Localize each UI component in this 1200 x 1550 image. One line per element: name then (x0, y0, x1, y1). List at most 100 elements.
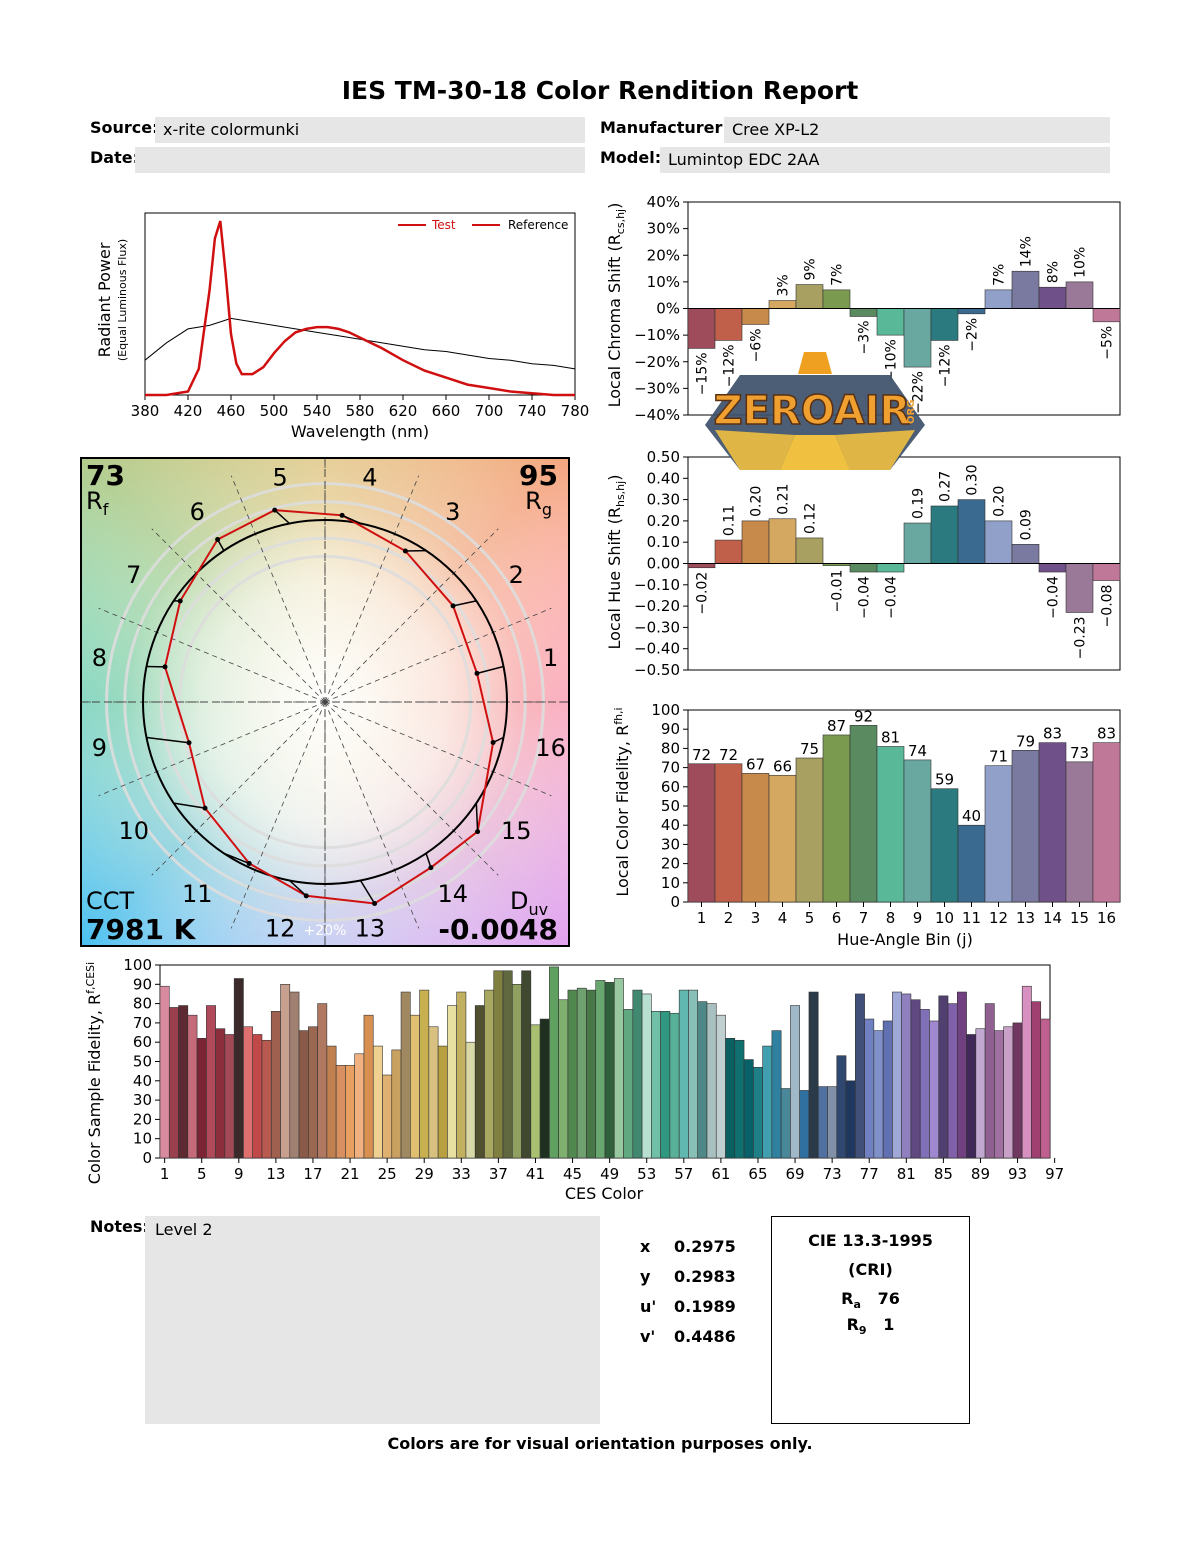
bar (768, 518, 797, 564)
bar (741, 773, 770, 903)
xtick-label: 6 (832, 909, 842, 927)
bar (957, 824, 986, 903)
bar (849, 563, 878, 573)
bar (345, 1065, 355, 1159)
ytick-label: 0.10 (647, 533, 680, 551)
bar-value-label: −6% (749, 328, 765, 362)
ytick-label: −20% (634, 353, 680, 371)
bar (660, 1011, 671, 1159)
bar (714, 763, 743, 903)
bar (1092, 563, 1121, 581)
bar-value-label: 0.09 (1019, 509, 1035, 540)
ytick-label: −0.40 (634, 640, 680, 658)
ytick-label: −10% (634, 326, 680, 344)
shift-arrow (476, 665, 504, 675)
vector-frame (80, 457, 570, 947)
rg-label-main: R (525, 487, 542, 515)
cri-ra: Ra 76 (772, 1289, 969, 1311)
bar-value-label: 9% (803, 258, 819, 280)
bar (901, 993, 912, 1159)
ytick-label: 30 (661, 835, 680, 853)
rg-label: Rg (525, 487, 552, 519)
bar-value-label: 0.21 (776, 484, 792, 515)
xtick-label: 13 (266, 1165, 285, 1183)
bar-value-label: 0.12 (803, 503, 819, 534)
zeroair-watermark-logo: ZEROAIR ORG (705, 352, 925, 470)
shift-arrow-head (372, 900, 378, 906)
bar (975, 1028, 986, 1159)
bar (984, 1003, 995, 1159)
date-field (135, 147, 585, 173)
shift-arrow-head (162, 664, 168, 670)
bar (771, 1030, 782, 1159)
bar (586, 989, 597, 1159)
xtick-label: 61 (711, 1165, 730, 1183)
ytick-label: −0.20 (634, 597, 680, 615)
hue-shift-chart: Local Hue Shift (Rhs,hj) 0.50 0.40 0.30 0.2… (605, 450, 1121, 679)
bar (849, 725, 878, 903)
hue-bin-label: 7 (126, 561, 141, 589)
shift-arrow (452, 600, 477, 607)
logo-org-text: ORG (906, 400, 917, 424)
bar (984, 289, 1013, 309)
shift-arrow (223, 852, 250, 865)
hue-bin-divider (230, 475, 326, 703)
bar (827, 1086, 838, 1159)
ytick-label: 40 (133, 1072, 152, 1090)
bar (1038, 563, 1067, 573)
bar (929, 1020, 940, 1159)
xtick-label: 33 (452, 1165, 471, 1183)
bar-value-label: 0.20 (992, 486, 1008, 517)
bar (938, 995, 949, 1159)
bar (892, 991, 902, 1159)
bar (741, 308, 770, 325)
bar (1092, 308, 1121, 323)
cri-subtitle: (CRI) (848, 1260, 893, 1279)
bar (233, 978, 244, 1159)
coord-v-value: 0.4486 (674, 1327, 736, 1346)
bar (261, 1039, 272, 1159)
bar-value-label: −0.02 (695, 572, 711, 615)
hue-bin-label: 6 (190, 498, 205, 526)
bar (447, 1005, 457, 1159)
duv-label: Duv (510, 887, 548, 919)
xtick-label: 7 (859, 909, 869, 927)
bar (1065, 761, 1094, 903)
bar (714, 308, 743, 341)
rf-value: 73 (86, 459, 125, 492)
bar-value-label: 14% (1019, 236, 1035, 267)
bar (317, 1003, 328, 1159)
hue-bin-divider (98, 701, 326, 797)
hue-bin-label: 8 (92, 644, 107, 672)
shift-arrow-head (202, 805, 208, 811)
bar (984, 765, 1013, 903)
bar (984, 520, 1013, 564)
hue-bin-label: 11 (182, 880, 213, 908)
rf-label-main: R (86, 487, 103, 515)
bar (697, 1001, 708, 1159)
bar (768, 300, 797, 309)
xtick-label: 16 (1097, 909, 1116, 927)
shift-arrow (425, 853, 432, 868)
bar (530, 1024, 541, 1159)
ytick-label: −0.10 (634, 576, 680, 594)
xtick-label: 53 (637, 1165, 656, 1183)
bar (641, 993, 652, 1159)
bar (822, 289, 851, 309)
bar (808, 991, 819, 1159)
xtick-label: 57 (674, 1165, 693, 1183)
shift-arrow (359, 880, 376, 904)
bar (715, 1014, 726, 1159)
bar-value-label: 67 (746, 755, 765, 773)
bar-value-label: −15% (695, 352, 711, 395)
bar (903, 522, 932, 564)
xtick-label: 25 (378, 1165, 397, 1183)
bar (493, 970, 504, 1159)
manufacturer-field: Cree XP-L2 (724, 117, 1110, 143)
spd-test-line (145, 220, 575, 397)
bar (613, 978, 624, 1159)
fid-ylabel: Local Color Fidelity, Rfh,i (612, 707, 632, 896)
bar (549, 966, 559, 1159)
bar (864, 1018, 875, 1159)
bar (502, 970, 513, 1159)
